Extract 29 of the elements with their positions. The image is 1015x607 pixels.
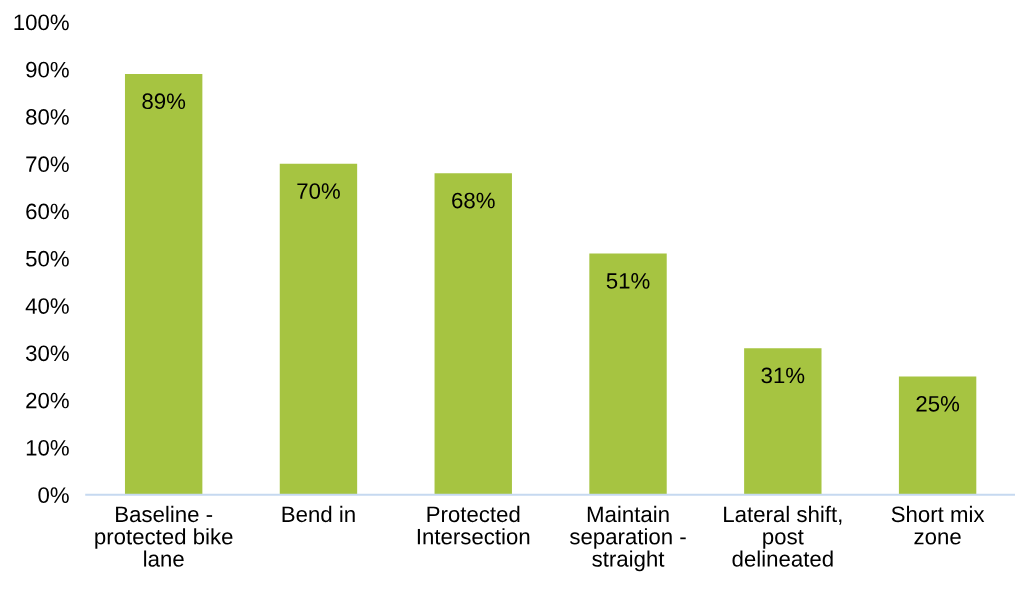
data-label: 89% (142, 93, 186, 110)
y-tick-label: 100% (14, 14, 69, 31)
x-tick-label: Short mix zone (891, 505, 985, 545)
y-tick-label: 80% (26, 109, 69, 125)
x-tick-label: Baseline - protected bike lane (95, 505, 233, 567)
bar (898, 376, 977, 495)
bar (589, 253, 667, 495)
x-tick-label: Protected Intersection (417, 505, 530, 545)
y-tick-label: 40% (25, 298, 69, 314)
data-label: 70% (297, 183, 340, 199)
y-tick-label: 0% (38, 487, 69, 503)
bar (124, 73, 203, 495)
x-tick-label: Maintain separation - straight (569, 505, 686, 572)
y-tick-label: 30% (25, 345, 69, 362)
bar (434, 173, 512, 495)
y-tick-label: 90% (26, 61, 69, 78)
bar (744, 348, 822, 495)
y-tick-label: 60% (26, 203, 69, 220)
x-tick-label: Lateral shift, post delineated (724, 505, 842, 567)
y-tick-label: 50% (26, 250, 69, 267)
bar (279, 163, 358, 495)
y-tick-label: 10% (26, 439, 69, 456)
data-label: 31% (761, 367, 805, 384)
y-tick-label: 70% (26, 156, 69, 173)
data-label: 25% (916, 395, 960, 412)
data-label: 68% (452, 192, 495, 209)
x-tick-label: Bend in (282, 505, 355, 523)
data-label: 51% (606, 273, 650, 289)
y-tick-label: 20% (26, 392, 69, 409)
